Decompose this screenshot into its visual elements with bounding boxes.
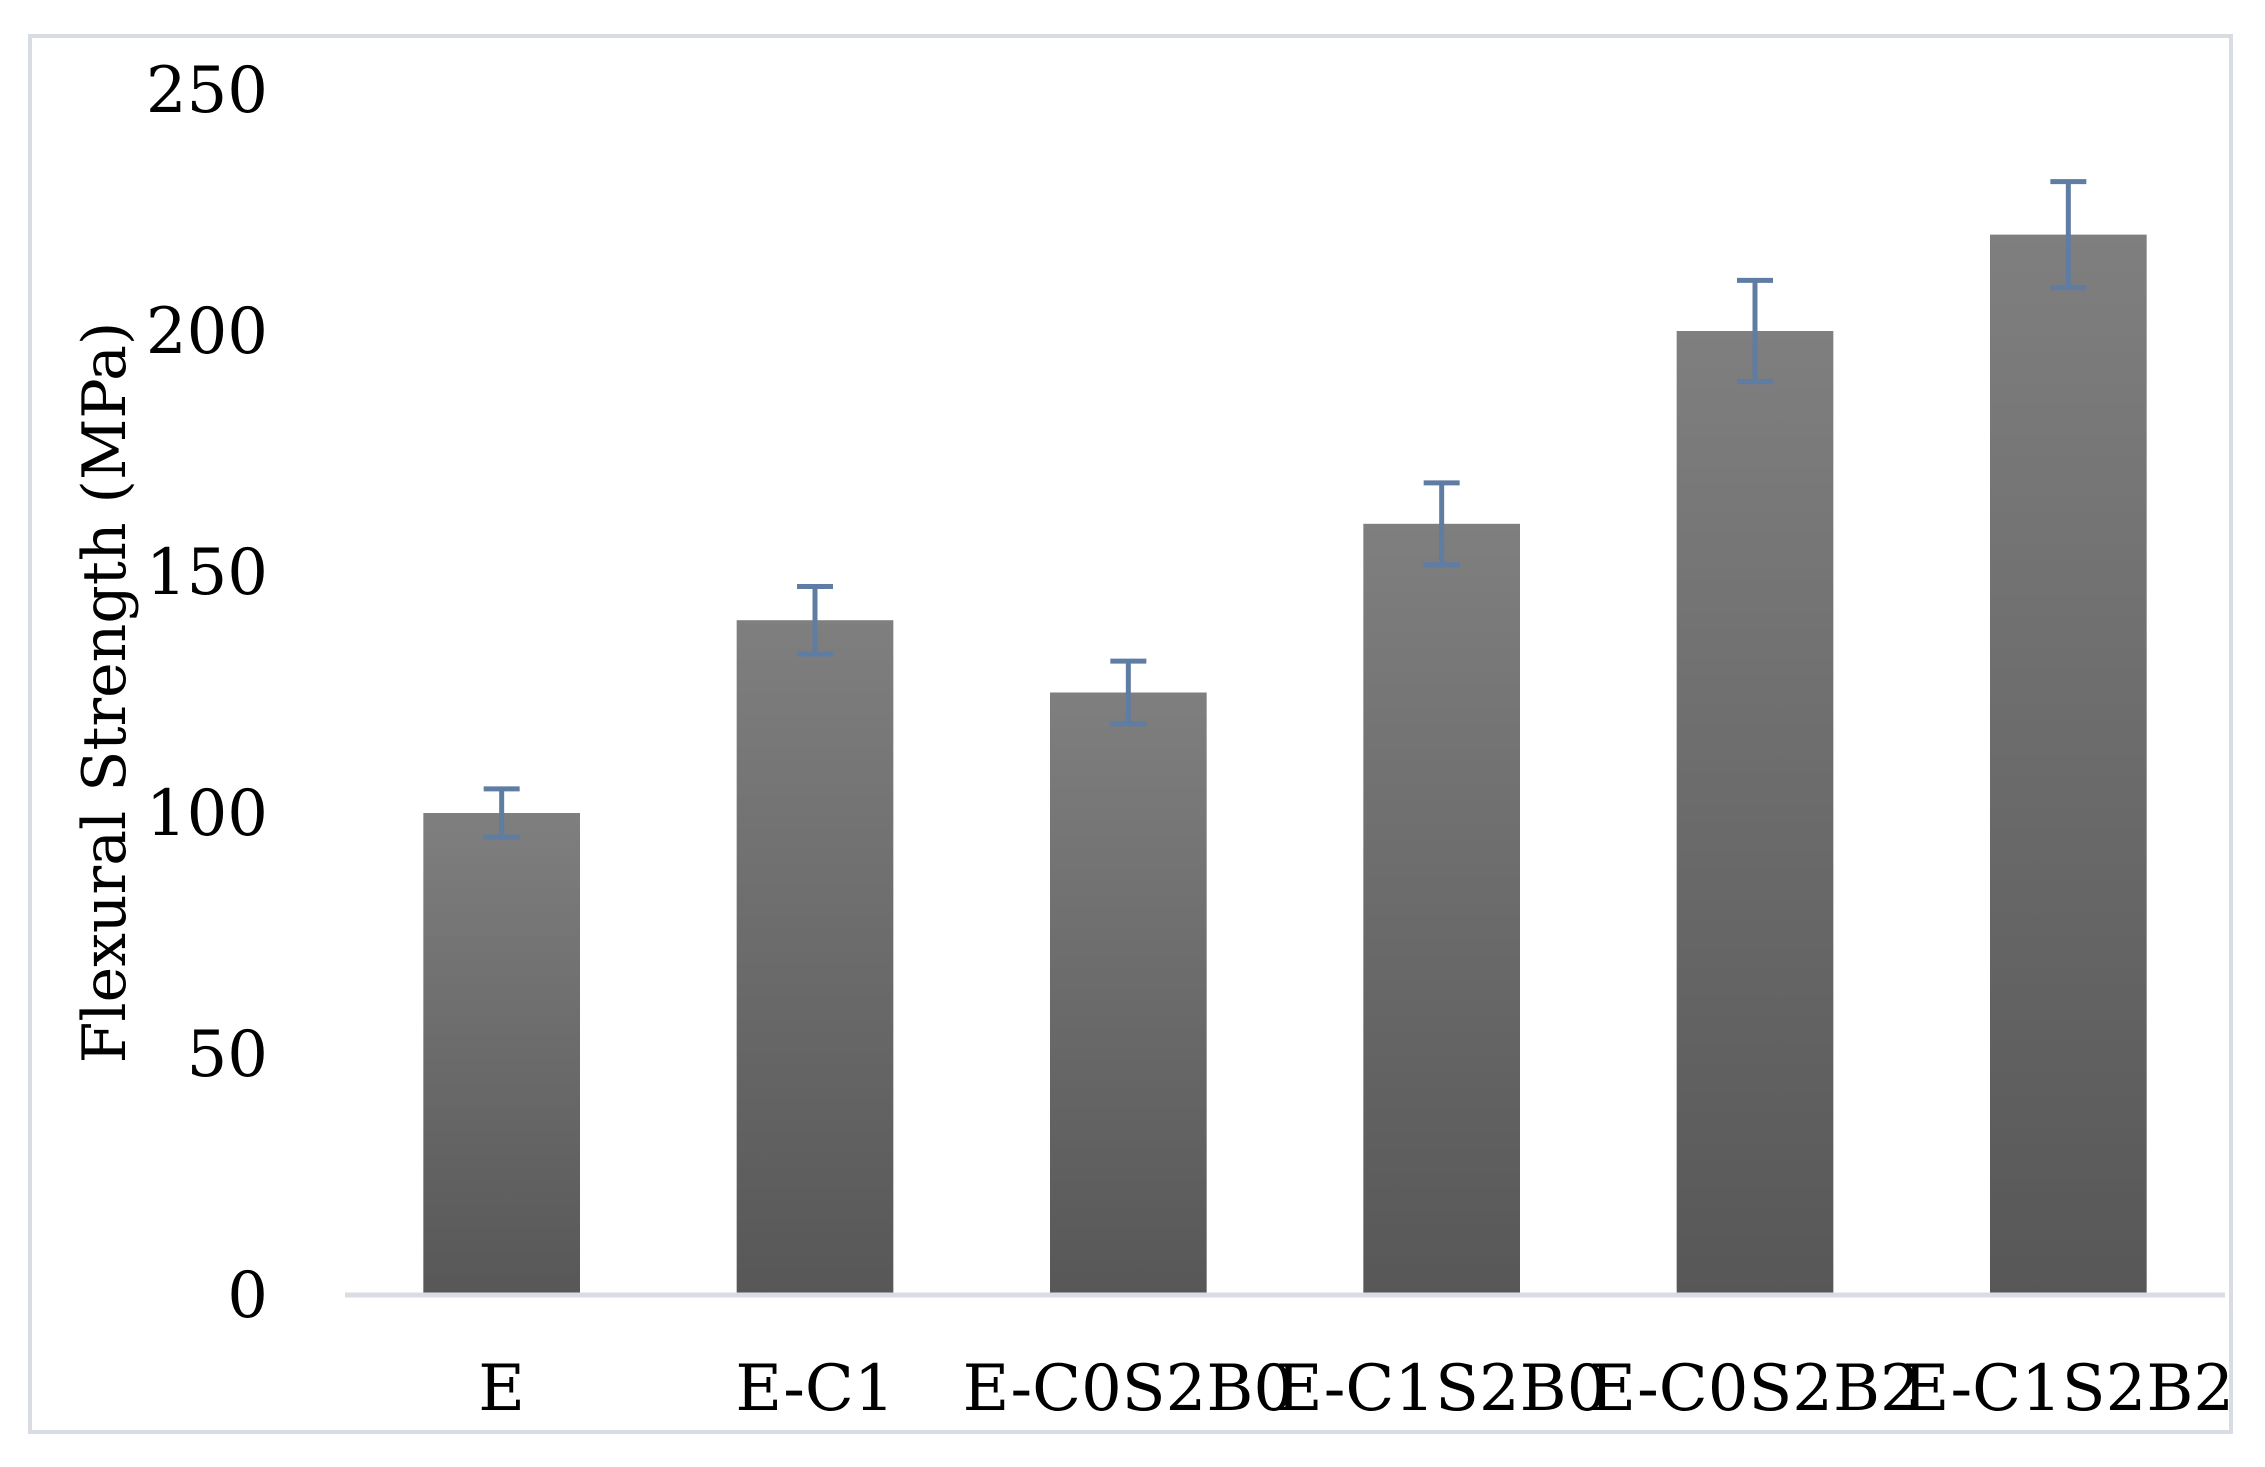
- error-bar: [483, 786, 520, 840]
- y-tick-label: 150: [146, 536, 268, 610]
- y-tick-label: 0: [227, 1259, 268, 1333]
- bars: [423, 234, 2147, 1296]
- y-tick-label: 200: [146, 295, 268, 369]
- y-tick-label: 50: [187, 1018, 268, 1092]
- error-bar: [797, 583, 833, 657]
- x-tick-label: E-C0S2B2: [1589, 1352, 1921, 1426]
- error-bar: [1110, 658, 1147, 727]
- error-bar: [2050, 179, 2087, 291]
- x-tick-label: E-C1S2B0: [1276, 1352, 1608, 1426]
- y-axis-ticks: 0 50 100 150 200 250: [146, 54, 268, 1333]
- x-tick-label: E-C1S2B2: [1903, 1352, 2235, 1426]
- x-tick-label: E-C1: [735, 1352, 894, 1426]
- x-tick-label: E: [478, 1352, 525, 1426]
- y-tick-label: 250: [146, 54, 268, 128]
- bar: [1676, 331, 1834, 1295]
- error-bar: [1737, 277, 1773, 385]
- y-axis-title: Flexural Strength (MPa): [70, 322, 140, 1064]
- bar: [1363, 523, 1520, 1295]
- bar: [1050, 692, 1207, 1295]
- bar: [1990, 234, 2147, 1296]
- error-bars: [483, 179, 2087, 840]
- x-tick-label: E-C0S2B0: [963, 1352, 1295, 1426]
- error-bar: [1423, 480, 1460, 568]
- bar: [423, 813, 580, 1295]
- y-tick-label: 100: [146, 777, 268, 851]
- bar: [736, 620, 894, 1295]
